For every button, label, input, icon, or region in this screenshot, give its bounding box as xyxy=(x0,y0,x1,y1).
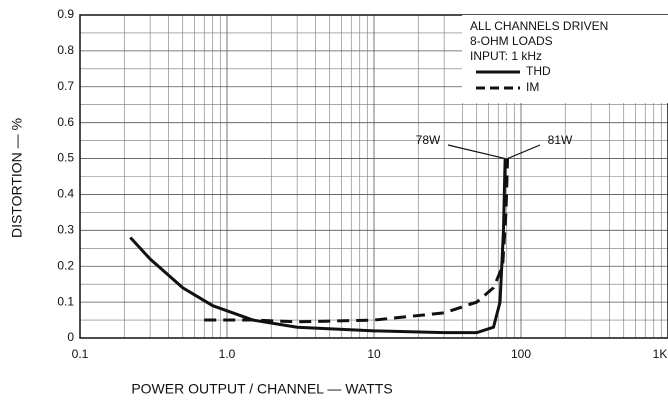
y-tick-label: 0.1 xyxy=(57,294,74,308)
x-axis-label: POWER OUTPUT / CHANNEL — WATTS xyxy=(131,381,392,397)
legend-label: IM xyxy=(526,80,539,94)
plot-frame xyxy=(79,14,668,339)
legend-title: ALL CHANNELS DRIVEN xyxy=(470,19,608,33)
x-tick-label: 1.0 xyxy=(219,347,236,361)
x-tick-label: 0.1 xyxy=(72,347,89,361)
line-series xyxy=(129,158,507,335)
y-axis-label: DISTORTION — % xyxy=(9,118,25,238)
annotation: 81W xyxy=(548,133,573,147)
y-tick-label: 0.2 xyxy=(57,258,74,272)
line-series xyxy=(204,158,510,324)
y-tick-label: 0.8 xyxy=(57,43,74,57)
y-tick-label: 0.7 xyxy=(57,79,74,93)
leader-line xyxy=(447,144,506,160)
y-tick-label: 0.4 xyxy=(57,187,74,201)
legend-title: 8-OHM LOADS xyxy=(470,34,553,48)
annotation: 78W xyxy=(416,133,441,147)
x-tick-label: 1K xyxy=(653,347,668,361)
leader-line xyxy=(507,144,541,160)
y-tick-label: 0.3 xyxy=(57,223,74,237)
y-tick-label: 0.6 xyxy=(57,115,74,129)
x-tick-label: 100 xyxy=(511,347,531,361)
x-tick-label: 10 xyxy=(367,347,381,361)
y-tick-label: 0.5 xyxy=(57,151,74,165)
y-tick-label: 0 xyxy=(67,330,74,344)
y-tick-label: 0.9 xyxy=(57,7,74,21)
legend-label: THD xyxy=(526,64,551,78)
legend-title: INPUT: 1 kHz xyxy=(470,49,542,63)
